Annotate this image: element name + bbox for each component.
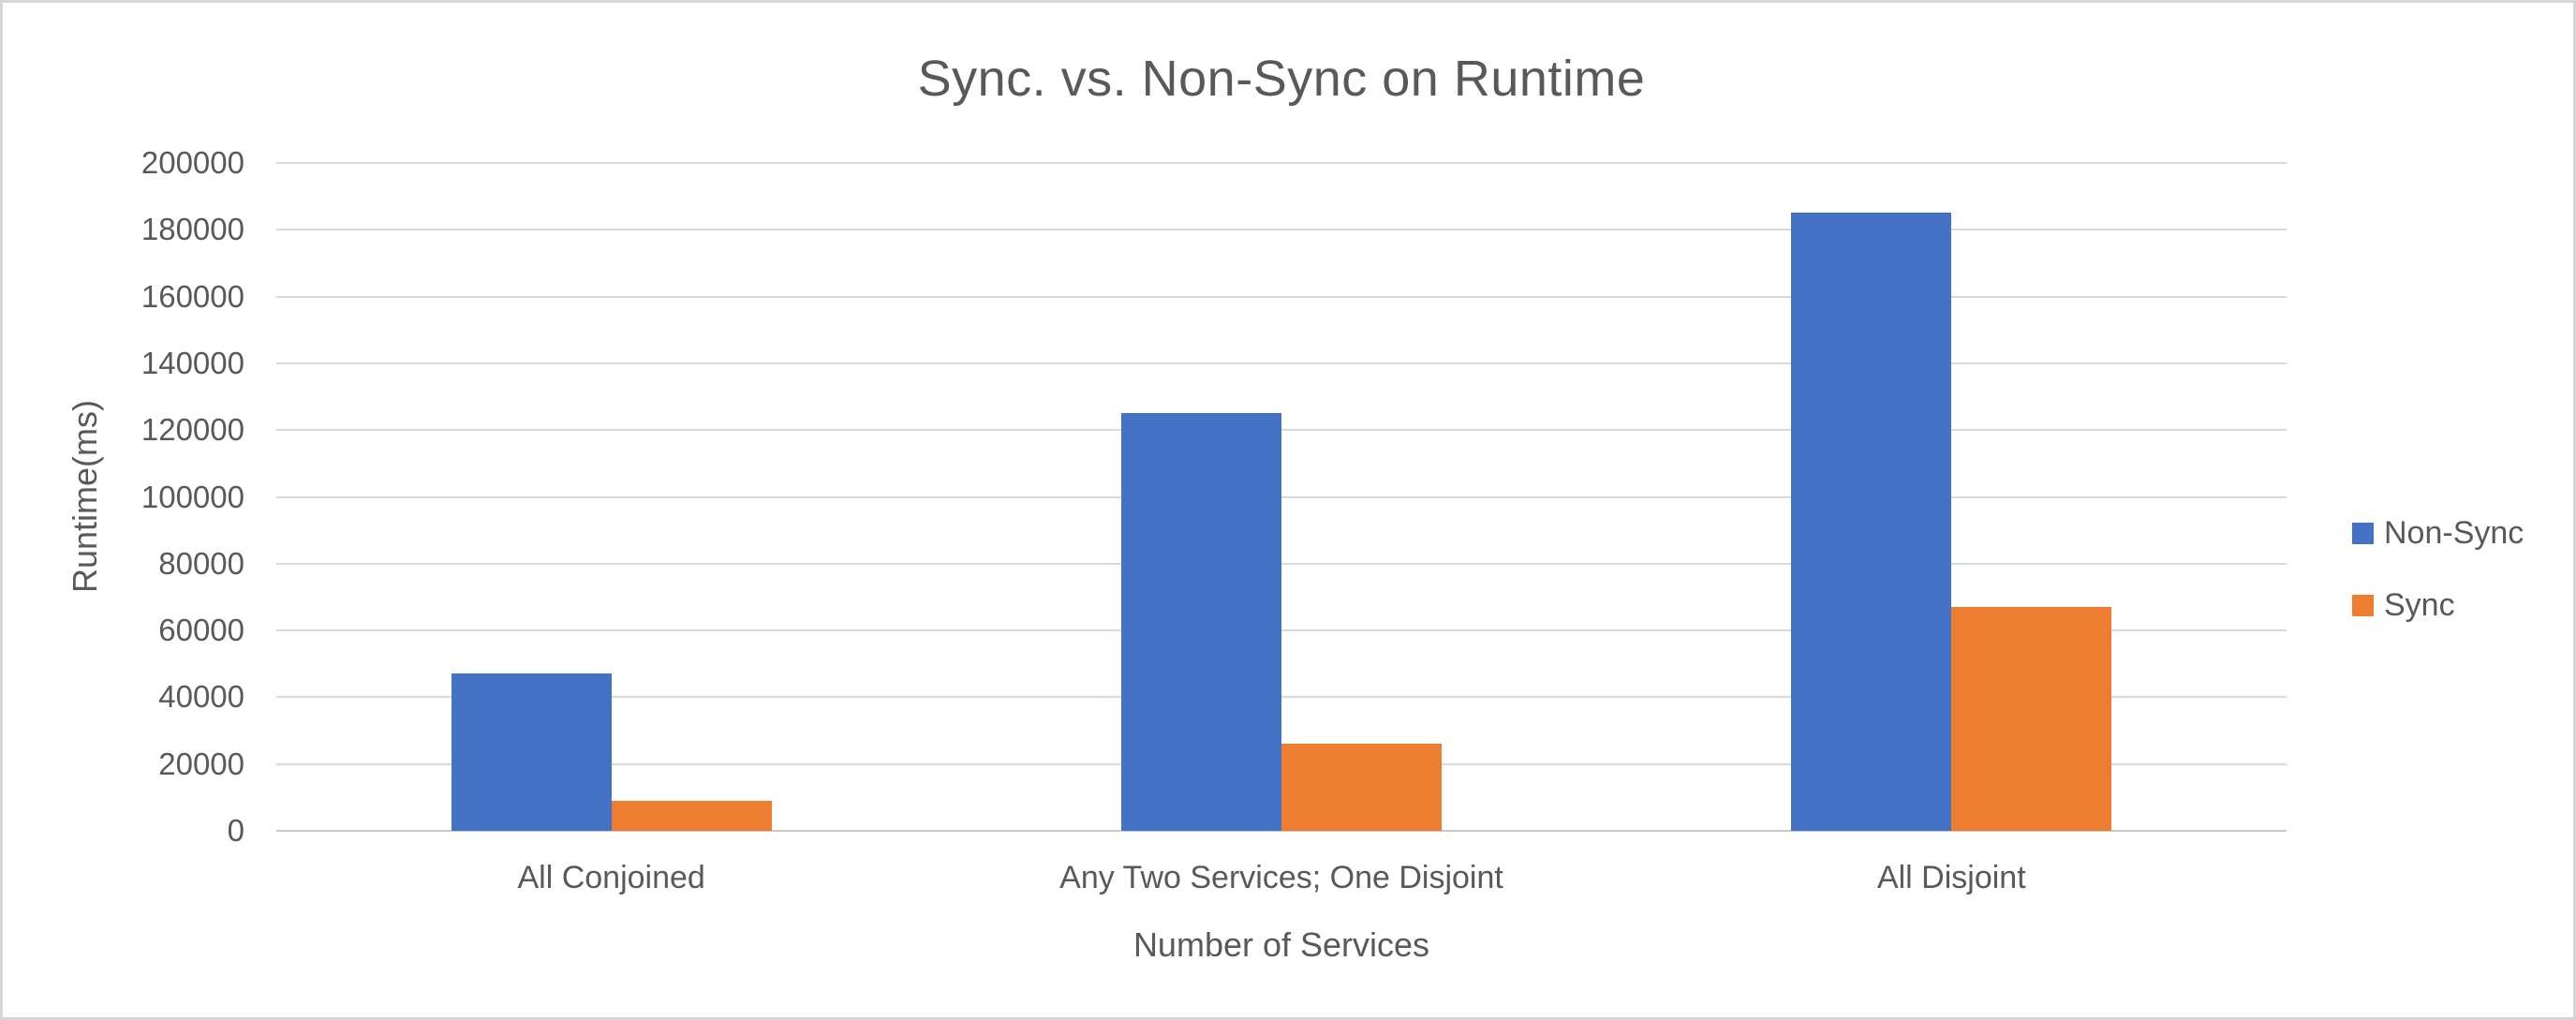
gridline-200000 [276, 162, 2287, 164]
legend: Non-Sync Sync [2352, 511, 2524, 627]
category-label-all-conjoined: All Conjoined [517, 860, 705, 895]
gridline-140000 [276, 362, 2287, 364]
y-tick-label-60000: 60000 [158, 613, 244, 648]
y-tick-label-0: 0 [227, 813, 244, 848]
category-label-all-disjoint: All Disjoint [1876, 860, 2026, 895]
bar-sync-all-disjoint [1951, 607, 2112, 831]
x-axis-title: Number of Services [1133, 925, 1430, 964]
gridline-100000 [276, 495, 2287, 498]
bar-non-sync-all-disjoint [1791, 213, 1952, 831]
y-tick-label-20000: 20000 [158, 746, 244, 781]
y-tick-label-180000: 180000 [141, 212, 244, 247]
y-tick-label-160000: 160000 [141, 278, 244, 314]
gridline-40000 [276, 696, 2287, 699]
y-tick-label-200000: 200000 [141, 145, 244, 180]
gridline-60000 [276, 629, 2287, 632]
legend-swatch-sync-icon [2352, 594, 2374, 616]
gridline-120000 [276, 429, 2287, 432]
legend-label-sync: Sync [2384, 586, 2455, 623]
gridline-160000 [276, 295, 2287, 298]
gridline-80000 [276, 562, 2287, 565]
y-tick-label-100000: 100000 [141, 479, 244, 514]
x-axis-line [276, 830, 2287, 832]
chart-title: Sync. vs. Non-Sync on Runtime [917, 51, 1646, 107]
y-tick-label-120000: 120000 [141, 412, 244, 448]
legend-item-non-sync: Non-Sync [2352, 511, 2524, 554]
legend-item-sync: Sync [2352, 584, 2524, 627]
y-tick-label-80000: 80000 [158, 545, 244, 581]
legend-swatch-non-sync-icon [2352, 522, 2374, 544]
legend-label-non-sync: Non-Sync [2384, 514, 2524, 551]
gridline-180000 [276, 229, 2287, 231]
bar-non-sync-all-conjoined [451, 673, 612, 831]
bar-sync-any-two-services-one-disjoint [1281, 744, 1442, 831]
bar-non-sync-any-two-services-one-disjoint [1121, 413, 1281, 831]
plot-area [276, 162, 2287, 832]
category-label-any-two-services-one-disjoint: Any Two Services; One Disjoint [1059, 860, 1503, 895]
y-tick-label-40000: 40000 [158, 679, 244, 715]
y-tick-label-140000: 140000 [141, 345, 244, 380]
bar-sync-all-conjoined [611, 800, 772, 831]
